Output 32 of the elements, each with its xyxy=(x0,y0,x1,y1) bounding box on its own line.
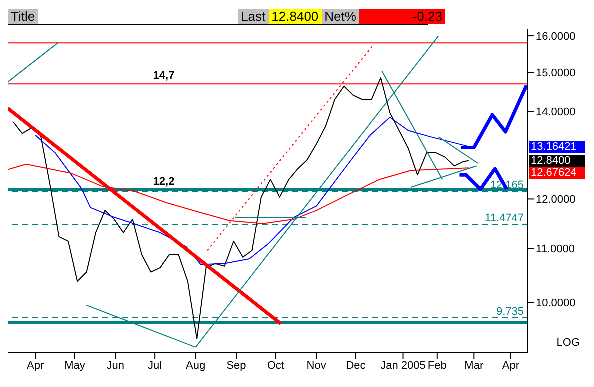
y-tick-label: 15.0000 xyxy=(536,68,576,80)
x-tick-label: Oct xyxy=(267,360,284,372)
x-tick-label: Aug xyxy=(186,360,206,372)
x-tick-label: Apr xyxy=(502,360,520,372)
y-tick-label: 12.0000 xyxy=(536,194,576,206)
ref-line-label: 11.4747 xyxy=(485,212,524,225)
x-tick-label: Jul xyxy=(148,360,162,372)
y-tick-label: 16.0000 xyxy=(536,30,576,43)
text: 12.8400 xyxy=(529,154,585,167)
x-tick-label: Jun xyxy=(106,360,125,372)
x-tick-label: Sep xyxy=(226,360,246,372)
text: 12.67624 xyxy=(529,166,585,179)
ref-line-label: 14,7 xyxy=(153,70,175,82)
y-tick-label: 14.0000 xyxy=(536,106,576,119)
ref-line-label: 9.735 xyxy=(496,306,524,318)
text: Title xyxy=(8,8,38,24)
text: 13.16421 xyxy=(529,140,585,153)
x-tick-label: May xyxy=(64,360,86,372)
y-tick-label: 10.0000 xyxy=(536,298,576,310)
x-tick-label: Feb xyxy=(428,360,447,372)
text: 12.8400 xyxy=(268,8,322,24)
text: -0.23 xyxy=(359,8,446,24)
x-tick-label: Dec xyxy=(346,360,366,372)
ref-line-label: 12,2 xyxy=(153,176,175,188)
x-tick-label: Apr xyxy=(27,360,44,372)
x-tick-label: Mar xyxy=(464,360,484,372)
x-tick-label: Jan 2005 xyxy=(380,360,426,372)
text: LOG xyxy=(556,337,580,349)
x-tick-label: Nov xyxy=(306,360,327,372)
text: Net% xyxy=(322,8,360,24)
y-tick-label: 11.0000 xyxy=(536,243,575,256)
text: Last xyxy=(238,8,269,24)
